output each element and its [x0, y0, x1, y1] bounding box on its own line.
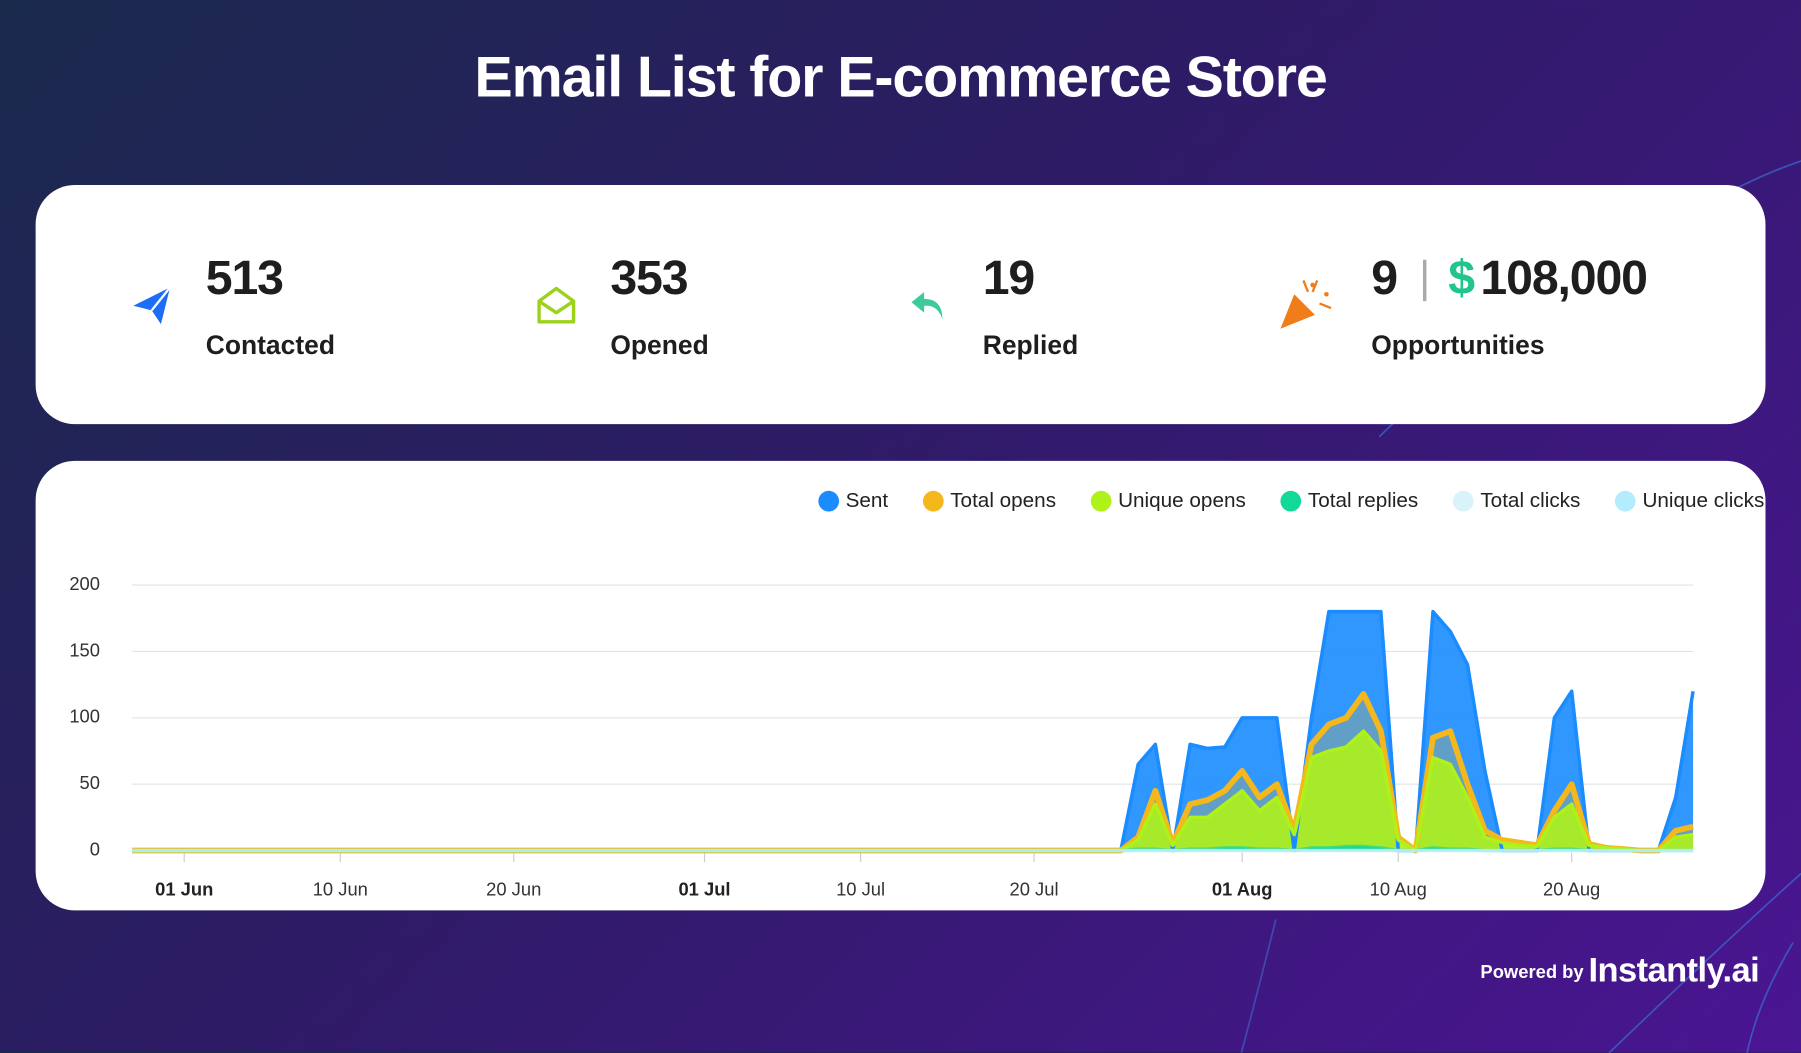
x-tick-label: 20 Jul — [1010, 879, 1059, 900]
legend-swatch — [1280, 490, 1301, 511]
x-tick-label: 20 Jun — [486, 879, 541, 900]
chart: 0 50 100 150 200 01 Jun 10 Jun 20 Jun 01 Jul 10 J… — [69, 573, 1695, 900]
legend-swatch — [817, 490, 839, 511]
stat-currency: $ — [1448, 250, 1475, 305]
stat-label: Contacted — [205, 329, 335, 360]
y-tick-label: 100 — [69, 706, 100, 727]
y-tick-label: 50 — [80, 772, 100, 793]
legend-label: Unique opens — [1118, 488, 1246, 512]
x-tick-label: 20 Aug — [1543, 879, 1600, 900]
x-tick-label: 01 Aug — [1212, 879, 1273, 900]
legend-label: Total opens — [950, 488, 1057, 512]
x-tick-label: 01 Jul — [678, 879, 730, 900]
series-area — [132, 731, 1694, 851]
legend: Sent Total opens Unique opens Total replies… — [817, 488, 1765, 512]
series-line — [132, 729, 1694, 853]
stat-label: Replied — [982, 329, 1079, 360]
sent-icon — [133, 286, 172, 325]
legend-swatch — [922, 490, 944, 511]
y-tick-label: 0 — [90, 838, 100, 859]
legend-item: Unique opens — [1090, 488, 1246, 512]
legend-swatch — [1614, 490, 1636, 511]
y-tick-label: 150 — [69, 639, 100, 660]
legend-item: Total replies — [1280, 488, 1418, 512]
y-tick-label: 200 — [69, 573, 100, 594]
legend-label: Total replies — [1307, 488, 1419, 512]
stat-value: 353 — [610, 250, 688, 305]
separator — [1422, 259, 1427, 302]
legend-item: Total clicks — [1452, 488, 1581, 512]
legend-swatch — [1452, 490, 1474, 511]
legend-item: Total opens — [922, 488, 1057, 512]
x-tick-label: 01 Jun — [155, 879, 213, 900]
legend-label: Unique clicks — [1642, 488, 1765, 512]
legend-item: Sent — [817, 488, 889, 512]
open-icon — [537, 286, 576, 324]
brand: Instantly.ai — [1588, 951, 1760, 990]
x-tick-label: 10 Jun — [313, 879, 368, 900]
stat-amount: 108,000 — [1480, 250, 1648, 305]
powered-by: Powered by — [1480, 963, 1584, 983]
party-icon — [1280, 280, 1332, 329]
stat-label: Opportunities — [1371, 329, 1545, 360]
legend-swatch — [1090, 490, 1112, 511]
stat-value: 19 — [982, 250, 1036, 305]
x-tick-label: 10 Aug — [1370, 879, 1427, 900]
legend-label: Sent — [845, 488, 889, 512]
page-title: Email List for E-commerce Store — [474, 44, 1327, 110]
stat-value: 513 — [205, 250, 284, 305]
stat-label: Opened — [610, 329, 709, 360]
legend-label: Total clicks — [1480, 488, 1581, 512]
legend-item: Unique clicks — [1614, 488, 1765, 512]
x-tick-label: 10 Jul — [836, 879, 885, 900]
stats-card — [35, 185, 1766, 425]
stat-value: 9 — [1371, 250, 1398, 305]
reply-icon — [911, 291, 943, 320]
